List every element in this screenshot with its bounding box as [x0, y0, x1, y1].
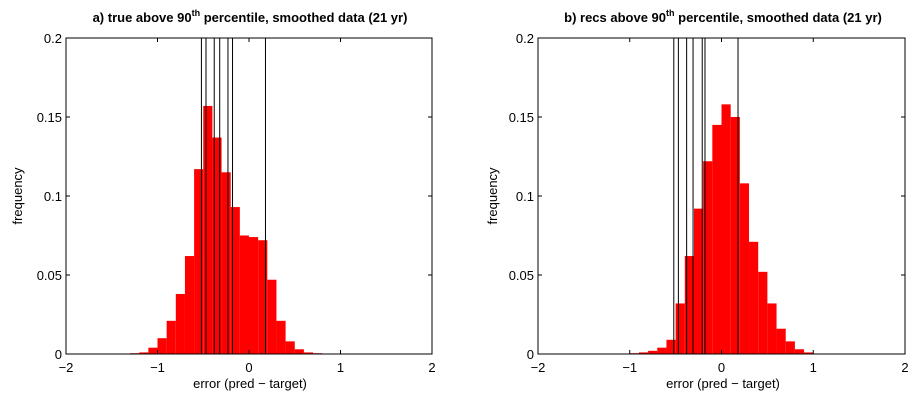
chart-title: a) true above 90th percentile, smoothed …	[93, 8, 408, 25]
histogram-bar	[703, 161, 713, 354]
x-tick-label: −2	[531, 360, 546, 375]
y-tick-label: 0.15	[509, 110, 534, 125]
histogram-panel-b: b) recs above 90th percentile, smoothed …	[485, 8, 909, 391]
histogram-panel-a: a) true above 90th percentile, smoothed …	[10, 8, 436, 391]
histogram-bar	[758, 271, 768, 354]
histogram-bar	[657, 347, 667, 354]
x-tick-label: 1	[337, 360, 344, 375]
y-tick-label: 0.1	[44, 189, 62, 204]
histogram-bar	[148, 347, 158, 354]
histogram-bar	[303, 352, 314, 354]
histogram-bar	[693, 208, 704, 354]
x-tick-label: −2	[59, 360, 74, 375]
x-ticks: −2 −1 0 1 2	[531, 38, 909, 375]
histogram-bar	[230, 207, 240, 354]
x-tick-label: 0	[245, 360, 252, 375]
y-tick-label: 0	[527, 347, 534, 362]
histogram-bar	[175, 293, 185, 354]
histogram-bar	[721, 104, 731, 354]
histogram-bar	[767, 303, 777, 354]
histogram-bar	[666, 339, 676, 354]
x-axis-label: error (pred − target)	[193, 376, 307, 391]
y-axis-label: frequency	[485, 167, 500, 225]
histogram-bar	[249, 237, 259, 354]
histogram-bar	[184, 256, 195, 354]
histogram-bar	[804, 352, 814, 354]
histogram-bar	[267, 279, 277, 354]
y-ticks: 0 0.05 0.1 0.15 0.2	[37, 31, 432, 362]
marker-lines	[673, 38, 739, 354]
histogram-bar	[749, 241, 759, 354]
histogram-bar	[276, 320, 286, 354]
histogram-bar	[712, 124, 722, 355]
title-prefix: b) recs above 90	[564, 10, 666, 25]
histogram-bar	[675, 303, 685, 354]
y-tick-label: 0.15	[37, 110, 62, 125]
histogram-bar	[739, 183, 750, 354]
histogram-bar	[166, 320, 176, 354]
x-tick-label: 0	[718, 360, 725, 375]
bars	[629, 104, 814, 355]
x-axis-label: error (pred − target)	[666, 376, 780, 391]
histogram-bar	[776, 328, 786, 354]
histogram-bar	[221, 172, 231, 354]
histogram-bar	[730, 117, 740, 354]
y-tick-label: 0.2	[516, 31, 534, 46]
x-tick-label: 1	[810, 360, 817, 375]
y-ticks: 0 0.05 0.1 0.15 0.2	[509, 31, 905, 362]
histogram-bar	[139, 352, 149, 354]
histogram-bar	[239, 235, 249, 354]
y-tick-label: 0.05	[509, 268, 534, 283]
chart-title: b) recs above 90th percentile, smoothed …	[564, 8, 882, 25]
histogram-bar	[684, 256, 694, 354]
bars	[130, 105, 323, 354]
histogram-bar	[194, 169, 204, 354]
x-ticks: −2 −1 0 1 2	[59, 38, 436, 375]
y-tick-label: 0.2	[44, 31, 62, 46]
title-superscript: th	[192, 8, 201, 18]
marker-lines	[200, 38, 266, 354]
histogram-bar	[648, 350, 658, 354]
x-tick-label: 2	[428, 360, 435, 375]
title-suffix: percentile, smoothed data (21 yr)	[675, 10, 882, 25]
title-superscript: th	[666, 8, 675, 18]
y-axis-label: frequency	[10, 167, 25, 225]
histogram-bar	[258, 240, 268, 354]
histogram-bar	[157, 338, 167, 354]
y-tick-label: 0.05	[37, 268, 62, 283]
histogram-bar	[638, 352, 649, 354]
histogram-bar	[212, 137, 222, 354]
x-tick-label: −1	[622, 360, 637, 375]
histogram-bar	[785, 341, 795, 354]
x-tick-label: 2	[901, 360, 908, 375]
y-tick-label: 0	[55, 347, 62, 362]
title-suffix: percentile, smoothed data (21 yr)	[200, 10, 407, 25]
histogram-bar	[285, 341, 295, 354]
title-prefix: a) true above 90	[93, 10, 192, 25]
x-tick-label: −1	[150, 360, 165, 375]
histogram-bar	[203, 105, 213, 354]
y-tick-label: 0.1	[516, 189, 534, 204]
histogram-bar	[794, 349, 805, 354]
histogram-bar	[294, 349, 304, 354]
